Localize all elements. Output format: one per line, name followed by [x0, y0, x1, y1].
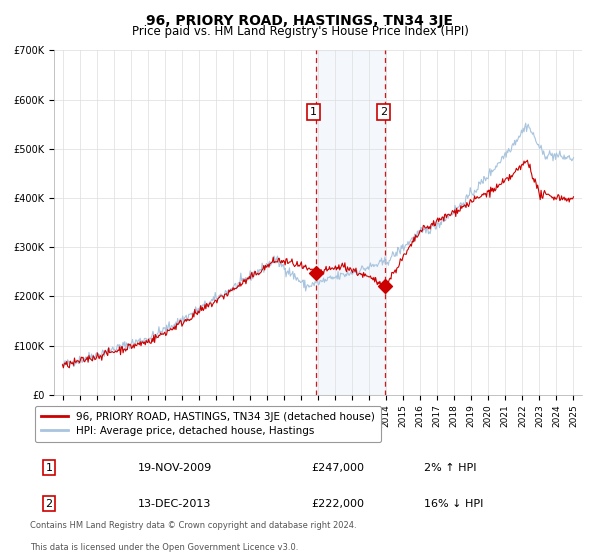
- Text: 16% ↓ HPI: 16% ↓ HPI: [424, 499, 484, 509]
- Text: £247,000: £247,000: [311, 463, 364, 473]
- Text: 2: 2: [46, 499, 52, 509]
- Text: 2% ↑ HPI: 2% ↑ HPI: [424, 463, 476, 473]
- Text: 2: 2: [380, 107, 387, 117]
- Text: 96, PRIORY ROAD, HASTINGS, TN34 3JE: 96, PRIORY ROAD, HASTINGS, TN34 3JE: [146, 14, 454, 28]
- Legend: 96, PRIORY ROAD, HASTINGS, TN34 3JE (detached house), HPI: Average price, detach: 96, PRIORY ROAD, HASTINGS, TN34 3JE (det…: [35, 405, 381, 442]
- Point: [380, 281, 390, 290]
- Text: 19-NOV-2009: 19-NOV-2009: [138, 463, 212, 473]
- Point: [311, 269, 321, 278]
- Text: 1: 1: [46, 463, 52, 473]
- Text: 13-DEC-2013: 13-DEC-2013: [138, 499, 211, 509]
- Text: This data is licensed under the Open Government Licence v3.0.: This data is licensed under the Open Gov…: [30, 543, 298, 552]
- Text: £222,000: £222,000: [311, 499, 364, 509]
- Text: Price paid vs. HM Land Registry's House Price Index (HPI): Price paid vs. HM Land Registry's House …: [131, 25, 469, 38]
- Bar: [316, 50, 385, 395]
- Text: 1: 1: [310, 107, 317, 117]
- Text: Contains HM Land Registry data © Crown copyright and database right 2024.: Contains HM Land Registry data © Crown c…: [30, 521, 356, 530]
